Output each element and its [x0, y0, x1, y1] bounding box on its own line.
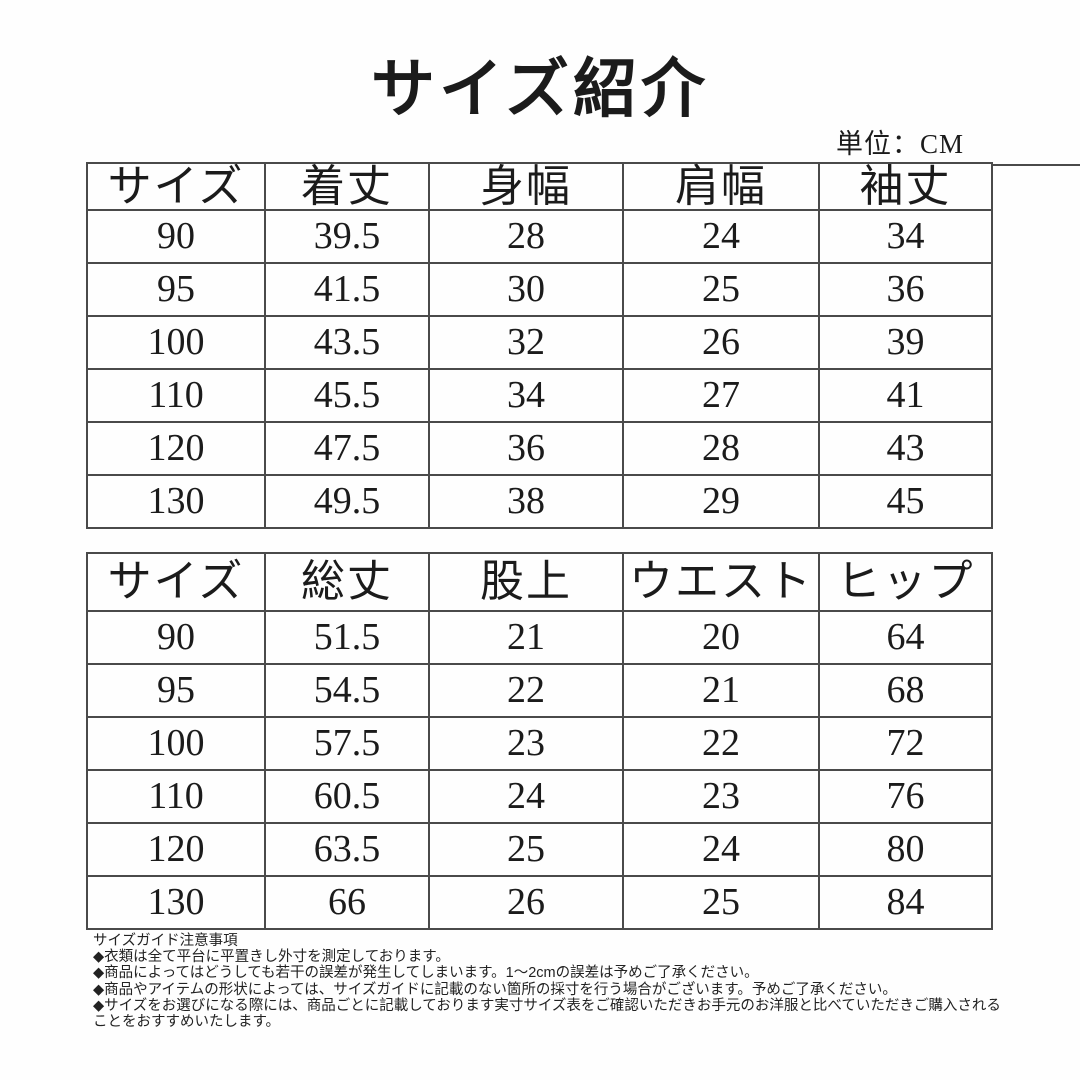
table-row: 90 51.5 21 20 64: [86, 610, 993, 665]
measurement-cell: 29: [622, 474, 820, 529]
column-header: 袖丈: [818, 162, 993, 211]
measurement-cell: 54.5: [264, 663, 430, 718]
header-row: サイズ 総丈 股上 ウエスト ヒップ: [86, 552, 993, 612]
size-cell: 100: [86, 716, 266, 771]
measurement-cell: 32: [428, 315, 624, 370]
size-cell: 130: [86, 875, 266, 930]
measurement-cell: 21: [622, 663, 820, 718]
table-row: 130 49.5 38 29 45: [86, 474, 993, 529]
measurement-cell: 36: [818, 262, 993, 317]
measurement-cell: 24: [428, 769, 624, 824]
measurement-cell: 28: [622, 421, 820, 476]
column-header: 肩幅: [622, 162, 820, 211]
page-title: サイズ紹介: [370, 54, 710, 125]
note-item: ◆衣類は全て平台に平置きし外寸を測定しております。: [93, 949, 450, 966]
measurement-cell: 64: [818, 610, 993, 665]
unit-row: 単位：CM: [828, 122, 1080, 166]
measurement-cell: 22: [428, 663, 624, 718]
table-row: 120 63.5 25 24 80: [86, 822, 993, 877]
size-cell: 120: [86, 822, 266, 877]
table-row: 100 43.5 32 26 39: [86, 315, 993, 370]
measurement-cell: 25: [622, 875, 820, 930]
size-cell: 110: [86, 769, 266, 824]
table-row: 110 45.5 34 27 41: [86, 368, 993, 423]
table-row: 90 39.5 28 24 34: [86, 209, 993, 264]
notes-list: ◆衣類は全て平台に平置きし外寸を測定しております。 ◆商品によってはどうしても若干…: [93, 949, 1011, 1030]
size-guide-notes: サイズガイド注意事項 ◆衣類は全て平台に平置きし外寸を測定しております。 ◆商品に…: [93, 933, 1011, 1030]
measurement-cell: 36: [428, 421, 624, 476]
measurement-cell: 41: [818, 368, 993, 423]
measurement-cell: 25: [622, 262, 820, 317]
note-item: ◆商品やアイテムの形状によっては、サイズガイドに記載のない箇所の採寸を行う場合が…: [93, 981, 897, 998]
measurement-cell: 28: [428, 209, 624, 264]
measurement-cell: 68: [818, 663, 993, 718]
bottoms-size-table: サイズ 総丈 股上 ウエスト ヒップ 90 51.5 21 20 64 95 54.5 22 21 68 10…: [86, 552, 993, 930]
size-cell: 90: [86, 610, 266, 665]
table-row: 95 41.5 30 25 36: [86, 262, 993, 317]
measurement-cell: 49.5: [264, 474, 430, 529]
table-row: 110 60.5 24 23 76: [86, 769, 993, 824]
measurement-cell: 38: [428, 474, 624, 529]
measurement-cell: 57.5: [264, 716, 430, 771]
measurement-cell: 30: [428, 262, 624, 317]
measurement-cell: 43.5: [264, 315, 430, 370]
notes-title: サイズガイド注意事項: [93, 933, 238, 949]
measurement-cell: 34: [818, 209, 993, 264]
table-row: 100 57.5 23 22 72: [86, 716, 993, 771]
column-header: 股上: [428, 552, 624, 612]
column-header: サイズ: [86, 552, 266, 612]
measurement-cell: 27: [622, 368, 820, 423]
size-cell: 100: [86, 315, 266, 370]
column-header: ウエスト: [622, 552, 820, 612]
table-row: 130 66 26 25 84: [86, 875, 993, 930]
measurement-cell: 20: [622, 610, 820, 665]
measurement-cell: 43: [818, 421, 993, 476]
measurement-cell: 80: [818, 822, 993, 877]
measurement-cell: 51.5: [264, 610, 430, 665]
column-header: 着丈: [264, 162, 430, 211]
measurement-cell: 45.5: [264, 368, 430, 423]
table-row: 95 54.5 22 21 68: [86, 663, 993, 718]
size-cell: 130: [86, 474, 266, 529]
size-cell: 95: [86, 663, 266, 718]
measurement-cell: 84: [818, 875, 993, 930]
measurement-cell: 45: [818, 474, 993, 529]
size-cell: 90: [86, 209, 266, 264]
note-item: ◆商品によってはどうしても若干の誤差が発生してしまいます。1～2cmの誤差は予め…: [93, 965, 759, 982]
measurement-cell: 34: [428, 368, 624, 423]
measurement-cell: 23: [428, 716, 624, 771]
measurement-cell: 24: [622, 209, 820, 264]
size-cell: 120: [86, 421, 266, 476]
measurement-cell: 39.5: [264, 209, 430, 264]
table-row: 120 47.5 36 28 43: [86, 421, 993, 476]
measurement-cell: 72: [818, 716, 993, 771]
column-header: サイズ: [86, 162, 266, 211]
measurement-cell: 66: [264, 875, 430, 930]
measurement-cell: 24: [622, 822, 820, 877]
measurement-cell: 47.5: [264, 421, 430, 476]
measurement-cell: 76: [818, 769, 993, 824]
measurement-cell: 23: [622, 769, 820, 824]
measurement-cell: 26: [622, 315, 820, 370]
measurement-cell: 41.5: [264, 262, 430, 317]
note-item: ◆サイズをお選びになる際には、商品ごとに記載しております実寸サイズ表をご確認いた…: [93, 997, 1001, 1031]
measurement-cell: 60.5: [264, 769, 430, 824]
measurement-cell: 26: [428, 875, 624, 930]
size-cell: 110: [86, 368, 266, 423]
measurement-cell: 22: [622, 716, 820, 771]
unit-label: 単位：CM: [836, 129, 965, 159]
measurement-cell: 21: [428, 610, 624, 665]
header-row: サイズ 着丈 身幅 肩幅 袖丈: [86, 162, 993, 211]
measurement-cell: 25: [428, 822, 624, 877]
measurement-cell: 63.5: [264, 822, 430, 877]
size-cell: 95: [86, 262, 266, 317]
column-header: ヒップ: [818, 552, 993, 612]
column-header: 身幅: [428, 162, 624, 211]
tops-size-table: サイズ 着丈 身幅 肩幅 袖丈 90 39.5 28 24 34 95 41.5 30 25 36 100 43…: [86, 162, 993, 529]
measurement-cell: 39: [818, 315, 993, 370]
column-header: 総丈: [264, 552, 430, 612]
